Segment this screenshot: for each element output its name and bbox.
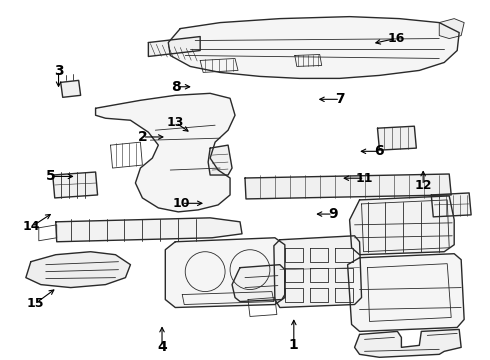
Polygon shape	[377, 126, 416, 150]
Polygon shape	[232, 265, 285, 302]
Text: 10: 10	[173, 197, 190, 210]
Polygon shape	[245, 174, 451, 199]
Polygon shape	[274, 236, 362, 307]
Text: 7: 7	[335, 92, 345, 106]
Polygon shape	[96, 93, 235, 212]
Polygon shape	[347, 254, 464, 332]
Text: 3: 3	[54, 64, 63, 78]
Text: 5: 5	[47, 170, 56, 183]
Text: 1: 1	[289, 338, 299, 352]
Text: 16: 16	[388, 32, 405, 45]
Polygon shape	[56, 218, 242, 242]
Polygon shape	[355, 329, 461, 357]
Polygon shape	[26, 252, 130, 288]
Text: 12: 12	[415, 179, 432, 192]
Polygon shape	[61, 80, 81, 97]
Polygon shape	[148, 37, 200, 57]
Polygon shape	[165, 238, 285, 307]
Polygon shape	[208, 145, 232, 175]
Polygon shape	[439, 19, 464, 39]
Text: 13: 13	[167, 116, 184, 129]
Polygon shape	[53, 172, 98, 198]
Polygon shape	[431, 193, 471, 217]
Text: 4: 4	[157, 340, 167, 354]
Text: 9: 9	[328, 207, 338, 221]
Text: 6: 6	[374, 144, 384, 158]
Polygon shape	[349, 196, 454, 255]
Text: 14: 14	[23, 220, 41, 233]
Text: 2: 2	[138, 130, 147, 144]
Text: 11: 11	[356, 172, 373, 185]
Polygon shape	[168, 17, 459, 78]
Text: 15: 15	[26, 297, 44, 310]
Text: 8: 8	[171, 80, 180, 94]
